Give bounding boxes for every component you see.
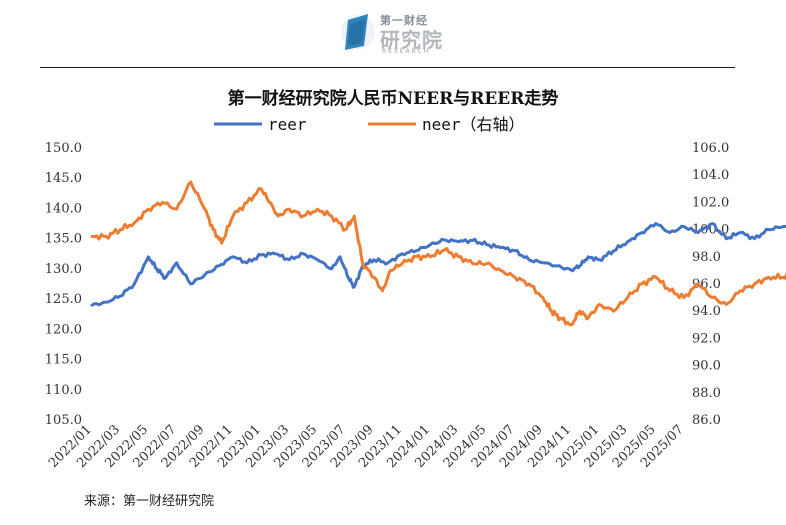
logo-main-text: 研究院	[380, 28, 443, 52]
series-line-reer	[90, 222, 786, 307]
logo-emblem-icon	[341, 14, 375, 50]
y-right-tick-label: 90.0	[692, 359, 721, 374]
logo-subtext: RESEARCH	[382, 48, 431, 55]
y-left-tick-label: 125.0	[45, 292, 82, 307]
y-left-tick-label: 130.0	[45, 262, 82, 277]
y-right-tick-label: 88.0	[692, 386, 721, 401]
series-layer	[90, 180, 786, 327]
series-line-neer	[90, 180, 786, 327]
header-divider	[40, 67, 735, 68]
y-left-tick-label: 150.0	[45, 141, 82, 156]
y-right-tick-label: 94.0	[692, 304, 721, 319]
legend-label-reer: reer	[268, 115, 307, 134]
y-left-tick-label: 145.0	[45, 171, 82, 186]
legend-label-neer: neer（右轴）	[422, 115, 525, 134]
y-left-tick-label: 110.0	[45, 383, 82, 398]
logo-title: 第一财经	[380, 14, 428, 27]
y-axis-left: 105.0 110.0 115.0 120.0 125.0 130.0 135.0 140.0…	[45, 141, 82, 428]
logo: 第一财经 研究院 RESEARCH	[340, 10, 450, 56]
y-right-tick-label: 98.0	[692, 250, 721, 265]
y-right-tick-label: 106.0	[692, 141, 729, 156]
y-right-tick-label: 102.0	[692, 195, 729, 210]
y-right-tick-label: 96.0	[692, 277, 721, 292]
y-left-tick-label: 115.0	[45, 353, 82, 368]
y-left-tick-label: 135.0	[45, 232, 82, 247]
y-axis-right: 86.088.090.092.094.096.098.0100.0102.010…	[692, 141, 729, 428]
y-left-tick-label: 105.0	[45, 413, 82, 428]
chart-title: 第一财经研究院人民币NEER与REER走势	[228, 88, 559, 109]
y-right-tick-label: 92.0	[692, 331, 721, 346]
y-left-tick-label: 120.0	[45, 322, 82, 337]
y-left-tick-label: 140.0	[45, 201, 82, 216]
y-right-tick-label: 86.0	[692, 413, 721, 428]
chart-legend: reer neer（右轴）	[214, 115, 525, 134]
x-axis: 2022/012022/032022/052022/072022/092022/…	[46, 422, 687, 471]
source-note: 来源：第一财经研究院	[84, 494, 215, 509]
y-right-tick-label: 104.0	[692, 168, 729, 183]
